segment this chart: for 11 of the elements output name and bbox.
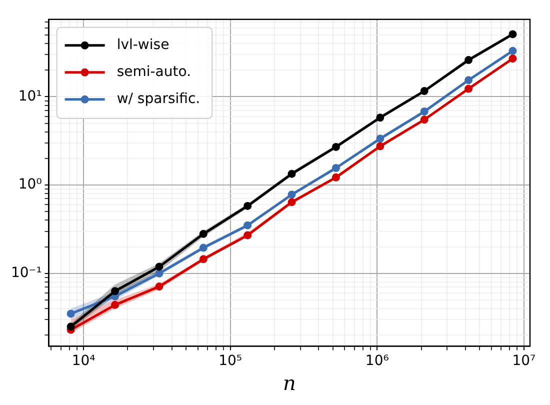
legend-label: lvl-wise [116, 37, 170, 54]
legend-label: w/ sparsific. [116, 91, 200, 108]
x-tick-label: 10⁶ [365, 353, 390, 370]
y-tick-label: 10⁰ [18, 176, 42, 193]
x-tick-label: 10⁴ [72, 353, 96, 370]
x-tick-label: 10⁷ [512, 353, 536, 370]
x-axis-title: n [282, 371, 296, 396]
x-tick-label: 10⁵ [218, 353, 242, 370]
y-tick-label: 10¹ [18, 88, 42, 104]
legend-label: semi-auto. [116, 64, 192, 80]
y-tick-label: 10⁻¹ [10, 265, 42, 282]
